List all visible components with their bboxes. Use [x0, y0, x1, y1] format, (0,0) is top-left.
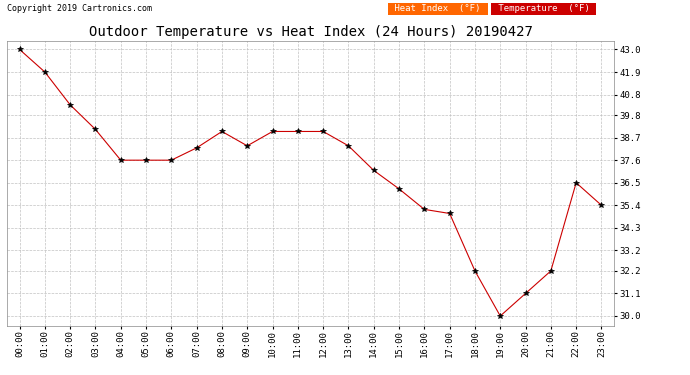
Text: Temperature  (°F): Temperature (°F) — [493, 4, 595, 13]
Title: Outdoor Temperature vs Heat Index (24 Hours) 20190427: Outdoor Temperature vs Heat Index (24 Ho… — [88, 25, 533, 39]
Text: Copyright 2019 Cartronics.com: Copyright 2019 Cartronics.com — [7, 4, 152, 13]
Text: Heat Index  (°F): Heat Index (°F) — [389, 4, 486, 13]
